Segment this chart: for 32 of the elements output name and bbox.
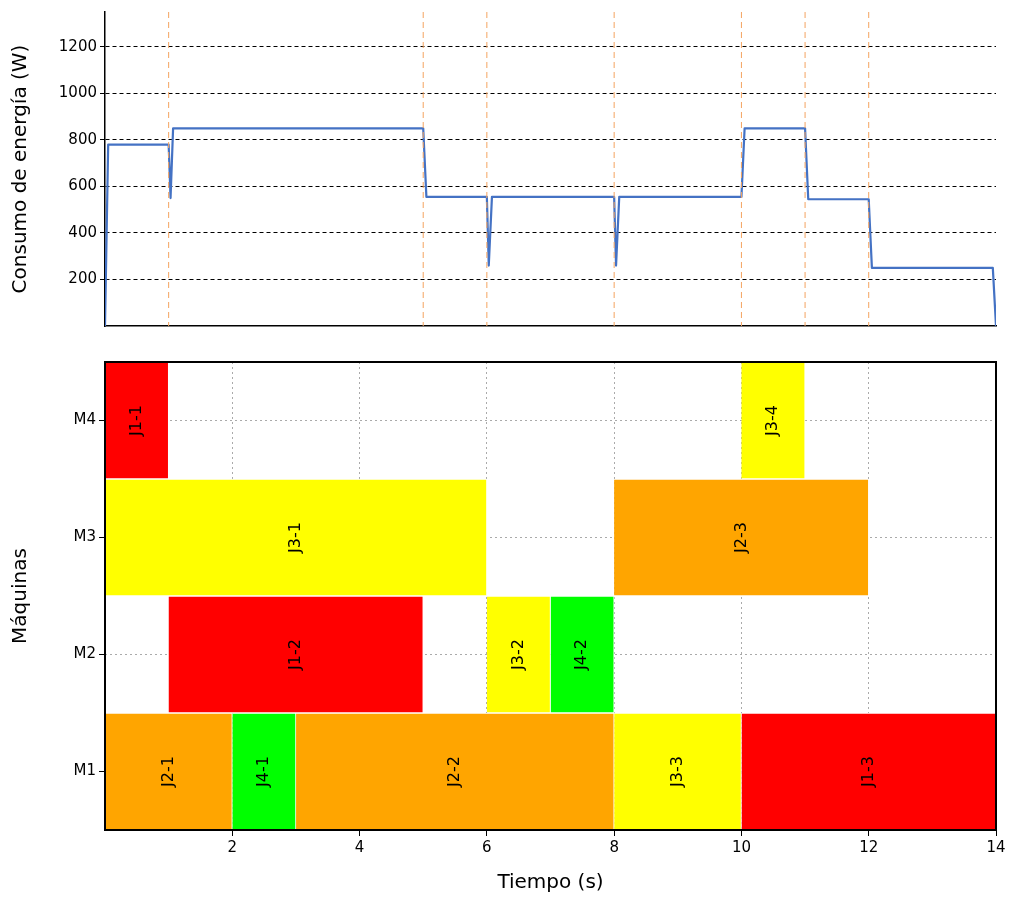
y-tick-label: 800 [68,129,97,148]
data-label: J1-2 [285,639,305,671]
data-label: J3-4 [762,405,782,437]
y-tick-label: 1200 [58,36,97,55]
data-label: J2-1 [157,756,177,788]
y-tick-label: M1 [73,761,96,780]
y-tick-label: M3 [73,527,96,546]
x-tick-label: 10 [731,837,751,856]
data-label: J4-2 [571,639,591,671]
y-tick-label: 200 [68,269,97,288]
data-label: J2-3 [730,522,750,554]
y-tick-label: 400 [68,222,97,241]
data-label: J3-3 [666,756,686,788]
x-tick-label: 2 [227,837,238,856]
x-axis-title: Tiempo (s) [496,869,604,894]
x-tick-label: 4 [354,837,365,856]
x-tick-label: 14 [986,837,1006,856]
data-label: J2-2 [444,756,464,788]
data-label: J1-3 [857,756,877,788]
data-label: J3-2 [507,639,527,671]
y-tick-label: M2 [73,644,96,663]
y-tick-label: 600 [68,176,97,195]
x-tick-label: 8 [609,837,619,856]
data-label: J4-1 [253,756,273,788]
data-label: J3-1 [285,522,305,554]
data-label: J1-1 [125,405,145,437]
x-tick-label: 6 [482,837,492,856]
y-tick-label: M4 [73,410,96,429]
x-tick-label: 12 [859,837,879,856]
y-axis-title: Máquinas [7,548,32,644]
y-axis-title: Consumo de energía (W) [7,44,32,294]
y-tick-label: 1000 [58,83,97,102]
